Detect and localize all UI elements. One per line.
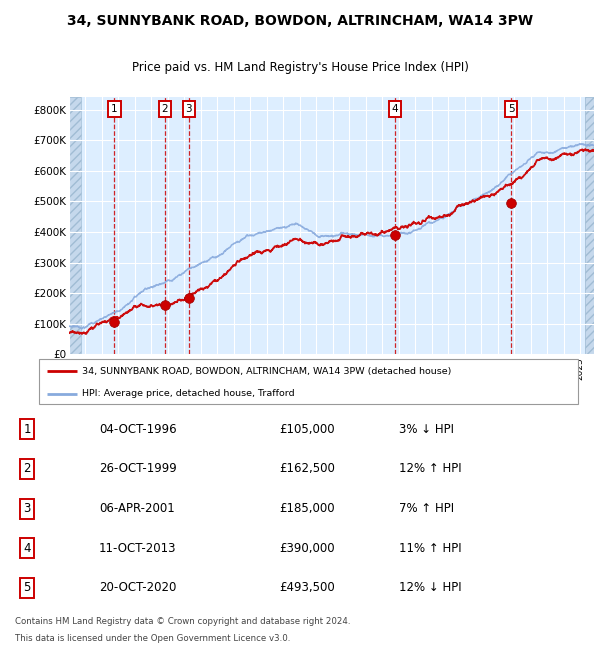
- Text: 11% ↑ HPI: 11% ↑ HPI: [399, 542, 461, 554]
- Text: This data is licensed under the Open Government Licence v3.0.: This data is licensed under the Open Gov…: [15, 634, 290, 643]
- Text: 20-OCT-2020: 20-OCT-2020: [99, 582, 176, 594]
- Text: Contains HM Land Registry data © Crown copyright and database right 2024.: Contains HM Land Registry data © Crown c…: [15, 617, 350, 626]
- Text: 2: 2: [161, 104, 169, 114]
- Text: 34, SUNNYBANK ROAD, BOWDON, ALTRINCHAM, WA14 3PW (detached house): 34, SUNNYBANK ROAD, BOWDON, ALTRINCHAM, …: [82, 367, 452, 376]
- Text: 7% ↑ HPI: 7% ↑ HPI: [399, 502, 454, 515]
- Text: 4: 4: [23, 542, 31, 554]
- Text: £185,000: £185,000: [279, 502, 335, 515]
- Text: 1: 1: [111, 104, 118, 114]
- Text: £105,000: £105,000: [279, 422, 335, 436]
- Text: 3% ↓ HPI: 3% ↓ HPI: [399, 422, 454, 436]
- Polygon shape: [585, 98, 594, 354]
- Text: 04-OCT-1996: 04-OCT-1996: [99, 422, 176, 436]
- Text: 4: 4: [392, 104, 398, 114]
- Text: 1: 1: [23, 422, 31, 436]
- Text: 34, SUNNYBANK ROAD, BOWDON, ALTRINCHAM, WA14 3PW: 34, SUNNYBANK ROAD, BOWDON, ALTRINCHAM, …: [67, 14, 533, 28]
- Text: Price paid vs. HM Land Registry's House Price Index (HPI): Price paid vs. HM Land Registry's House …: [131, 61, 469, 74]
- Text: 26-OCT-1999: 26-OCT-1999: [99, 463, 177, 476]
- Text: 06-APR-2001: 06-APR-2001: [99, 502, 175, 515]
- Text: 12% ↑ HPI: 12% ↑ HPI: [399, 463, 461, 476]
- Text: 11-OCT-2013: 11-OCT-2013: [99, 542, 176, 554]
- Text: 5: 5: [508, 104, 514, 114]
- Text: £390,000: £390,000: [279, 542, 335, 554]
- Text: 3: 3: [185, 104, 192, 114]
- FancyBboxPatch shape: [39, 359, 578, 404]
- Text: 2: 2: [23, 463, 31, 476]
- Text: 5: 5: [23, 582, 31, 594]
- Text: £162,500: £162,500: [279, 463, 335, 476]
- Text: £493,500: £493,500: [279, 582, 335, 594]
- Text: 3: 3: [23, 502, 31, 515]
- Polygon shape: [69, 98, 80, 354]
- Text: HPI: Average price, detached house, Trafford: HPI: Average price, detached house, Traf…: [82, 389, 295, 398]
- Text: 12% ↓ HPI: 12% ↓ HPI: [399, 582, 461, 594]
